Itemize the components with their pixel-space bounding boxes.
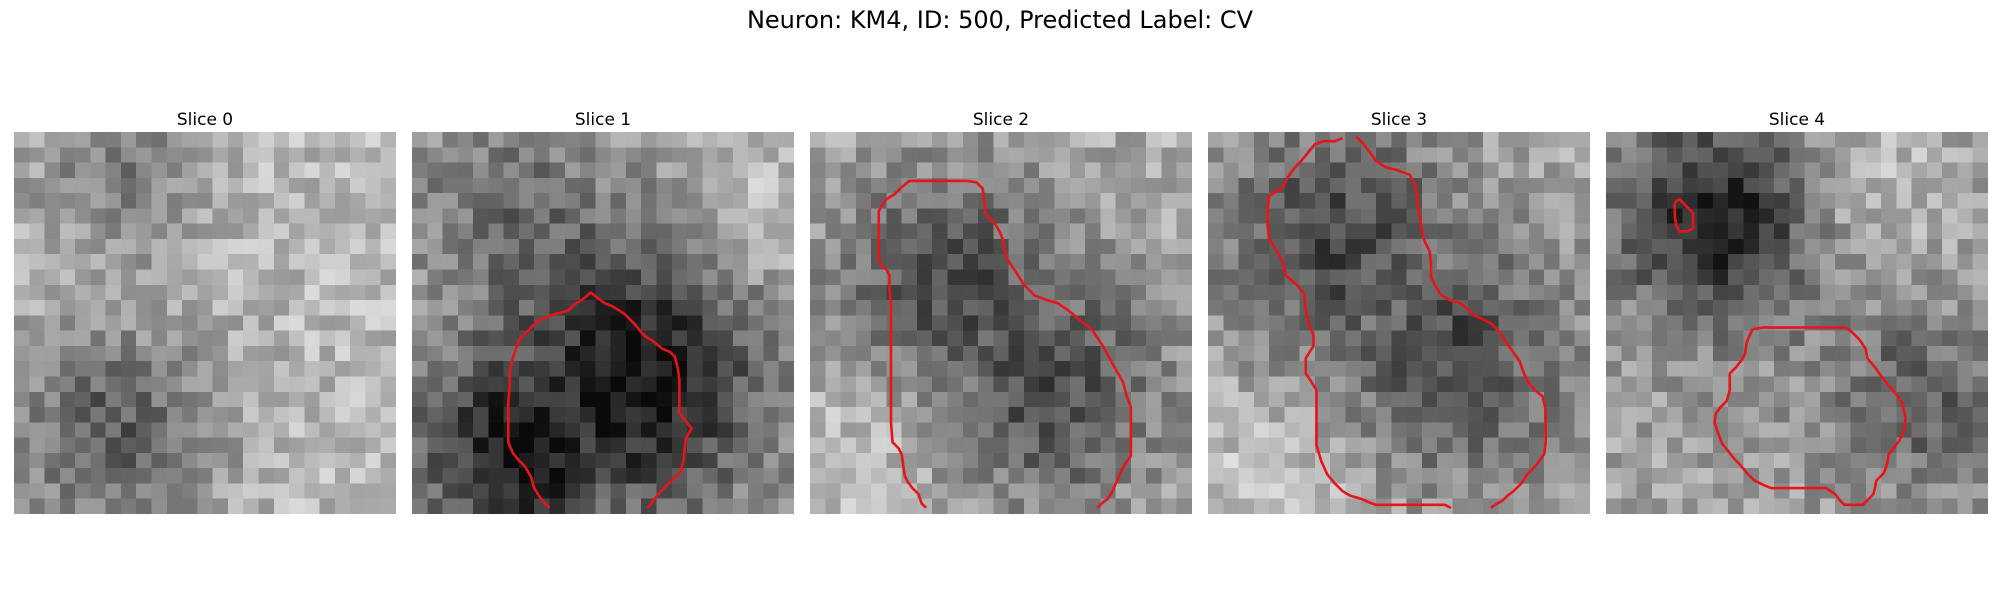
- segmentation-contour: [1713, 326, 1907, 507]
- segmentation-contour: [511, 291, 693, 509]
- segmentation-contour: [1355, 135, 1547, 509]
- slice-panel: Slice 4: [1606, 108, 1988, 514]
- segmentation-contour: [1266, 136, 1452, 510]
- slice-panel: Slice 1: [412, 108, 794, 514]
- slice-title: Slice 1: [574, 110, 632, 130]
- slice-image: [412, 132, 794, 514]
- slice-title: Slice 4: [1768, 110, 1826, 130]
- slice-image: [1208, 132, 1590, 514]
- slice-image: [14, 132, 396, 514]
- figure-title: Neuron: KM4, ID: 500, Predicted Label: C…: [746, 6, 1254, 34]
- slice-image: [1606, 132, 1988, 514]
- slice-image: [810, 132, 1192, 514]
- segmentation-contour: [1673, 197, 1695, 233]
- slice-panel: Slice 2: [810, 108, 1192, 514]
- slice-title: Slice 3: [1370, 110, 1428, 130]
- slice-title: Slice 2: [972, 110, 1030, 130]
- slice-panel: Slice 3: [1208, 108, 1590, 514]
- segmentation-contour: [899, 179, 1133, 509]
- segmentation-contour: [506, 357, 551, 509]
- segmentation-contour: [877, 187, 928, 509]
- slice-title: Slice 0: [176, 110, 234, 130]
- slice-panel: Slice 0: [14, 108, 396, 514]
